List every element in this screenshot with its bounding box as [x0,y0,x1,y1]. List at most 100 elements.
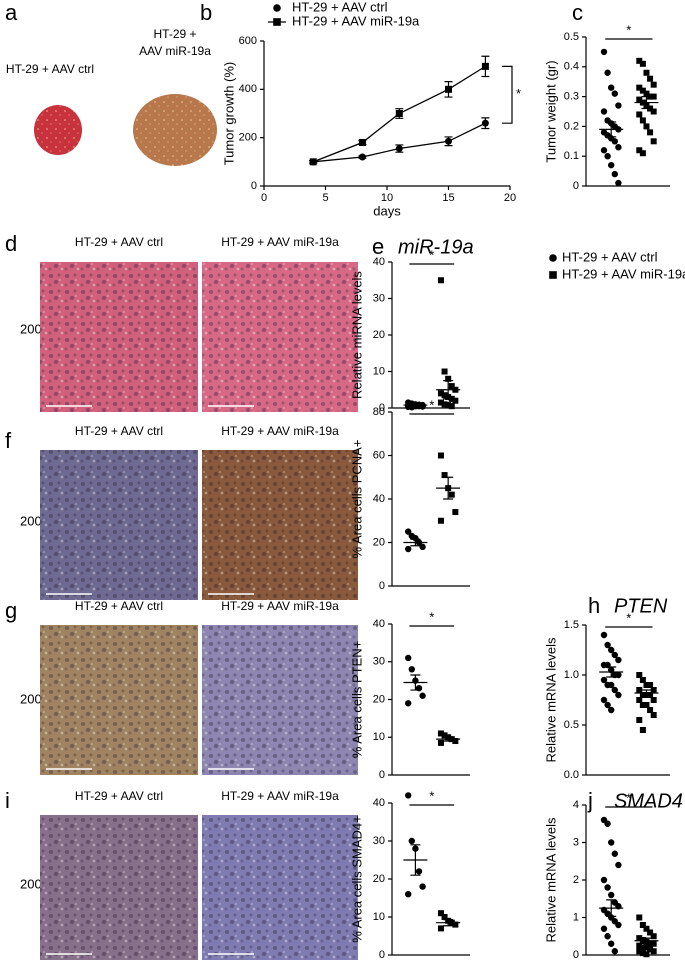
data-point [600,696,608,704]
y-axis-label: Tumor weight (gr) [543,60,558,162]
data-point [615,921,622,929]
y-tick-label: 0 [379,949,385,961]
data-point [643,90,650,97]
data-point [600,108,608,115]
y-tick-label: 1.0 [564,669,579,681]
x-tick-label: 15 [442,192,454,204]
data-point [636,96,643,103]
data-point [405,891,412,898]
micrograph-texture [202,625,358,775]
legend-label: HT-29 + AAV miR-19a [562,266,685,281]
micrograph-texture [202,815,358,960]
data-point [600,48,608,56]
significance-star: * [429,788,434,803]
data-point [419,692,426,699]
data-point [615,671,622,679]
y-axis-label: Relative mRNA levels [543,817,558,942]
data-point [636,948,643,955]
data-point [650,138,657,145]
data-point [643,69,650,76]
data-point [452,921,459,928]
data-point [647,682,654,688]
data-point [441,472,448,479]
data-point [643,702,650,708]
data-point [615,691,622,699]
photo-label: HT-29 + AAV ctrl [6,62,94,76]
data-point [636,111,643,118]
data-point [639,117,646,124]
data-point [639,702,646,708]
data-point [611,651,618,659]
data-point [437,277,444,284]
data-point [408,837,415,845]
data-point [395,145,403,153]
y-tick-label: 0.5 [564,719,579,731]
panel-letter: j [587,788,593,813]
x-tick-label: 20 [504,192,516,204]
data-point [650,712,657,718]
data-point [650,697,657,703]
data-point [448,383,455,390]
data-point [604,884,611,891]
data-point [608,161,615,169]
data-point [636,697,643,703]
y-axis-label: Relative miRNA levels [349,271,364,399]
y-tick-label: 3 [573,836,579,848]
data-point [636,717,643,723]
y-axis-label: % Area cells PCNA+ [349,440,364,559]
data-point [639,692,646,698]
data-point [445,85,452,93]
sem-bar [410,404,421,407]
y-axis-label: % Area cells SMAD4+ [349,815,364,943]
data-point [437,739,444,746]
significance-star: * [429,247,434,262]
micrograph-texture [40,262,198,412]
data-point [441,368,448,375]
data-point [600,876,608,884]
y-tick-label: 2 [573,874,579,886]
data-point [600,631,608,639]
data-point [650,940,657,947]
data-point [611,948,618,955]
y-tick-label: 80 [373,406,385,418]
data-point [437,390,444,397]
panel-letter: h [588,593,600,618]
sem-bar [443,380,454,400]
data-point [437,910,444,917]
data-point [604,933,611,940]
y-tick-label: 20 [373,693,385,705]
data-point [608,891,615,899]
data-point [639,87,646,94]
data-point [441,914,448,920]
data-point [615,102,622,109]
series-line [313,122,486,163]
data-point [608,681,615,689]
panel-letter: e [372,234,384,259]
data-point [452,738,459,745]
data-point [636,84,643,91]
data-point [639,150,646,157]
data-point [604,641,611,649]
legend-label: HT-29 + AAV ctrl [292,0,388,14]
data-point [419,883,426,890]
data-point [643,123,650,130]
data-point [419,543,426,551]
data-point [600,925,608,932]
legend-marker [273,18,281,26]
data-point [647,692,654,698]
chart-title: miR-19a [398,236,474,258]
sem-bar [606,121,617,138]
data-point [608,940,615,947]
data-point [611,138,618,145]
y-tick-label: 10 [373,731,385,743]
sem-bar [410,674,421,691]
sem-bar [641,937,652,944]
data-point [639,950,646,957]
data-point [615,179,622,187]
y-tick-label: 60 [373,449,385,461]
data-point [647,75,654,82]
data-point [650,108,657,115]
data-point [639,727,646,733]
panel-letter: i [5,788,10,813]
micrograph-texture [40,625,198,775]
